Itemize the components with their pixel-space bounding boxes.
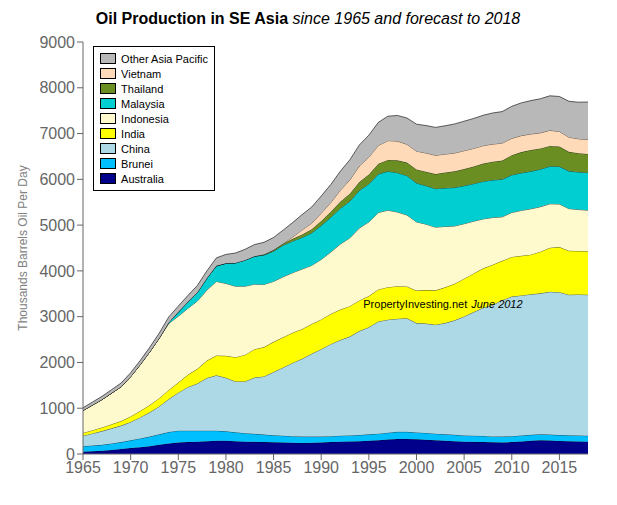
svg-text:3000: 3000 [39,308,75,325]
svg-text:2000: 2000 [39,354,75,371]
html-text:PropertyInvesting.net June 201: PropertyInvesting.net June 2012 [363,297,523,310]
html-text:Other Asia Pacific: Other Asia Pacific [121,52,208,65]
svg-text:7000: 7000 [39,125,75,142]
svg-text:2005: 2005 [446,459,482,476]
svg-text:5000: 5000 [39,217,75,234]
html-text:Thailand: Thailand [121,82,164,95]
svg-text:1995: 1995 [351,459,387,476]
html-text:Indonesia: Indonesia [121,112,169,125]
html-text:Oil Production in SE Asia sinc: Oil Production in SE Asia since 1965 and… [95,10,521,27]
svg-text:1965: 1965 [65,459,101,477]
svg-text:9000: 9000 [39,34,75,51]
html-text:Vietnam: Vietnam [121,67,162,80]
svg-text:4000: 4000 [39,263,75,280]
svg-text:1985: 1985 [256,459,292,476]
svg-text:0: 0 [66,446,75,463]
svg-text:1000: 1000 [39,400,75,417]
html-text:China: China [121,142,150,155]
html-text:Malaysia: Malaysia [121,97,165,110]
svg-text:Thousands Barrels Oil Per Day: Thousands Barrels Oil Per Day [16,165,30,330]
svg-text:1975: 1975 [160,459,196,476]
svg-text:1990: 1990 [303,459,339,476]
html-text:India: India [121,127,145,140]
html-text:Brunei: Brunei [121,157,153,170]
svg-text:2000: 2000 [399,459,435,476]
svg-text:8000: 8000 [39,79,75,96]
html-text:Australia: Australia [121,172,164,185]
svg-text:1980: 1980 [208,459,244,476]
svg-text:6000: 6000 [39,171,75,188]
svg-text:1970: 1970 [113,459,149,476]
svg-text:2010: 2010 [494,459,530,476]
svg-text:2015: 2015 [542,459,578,476]
